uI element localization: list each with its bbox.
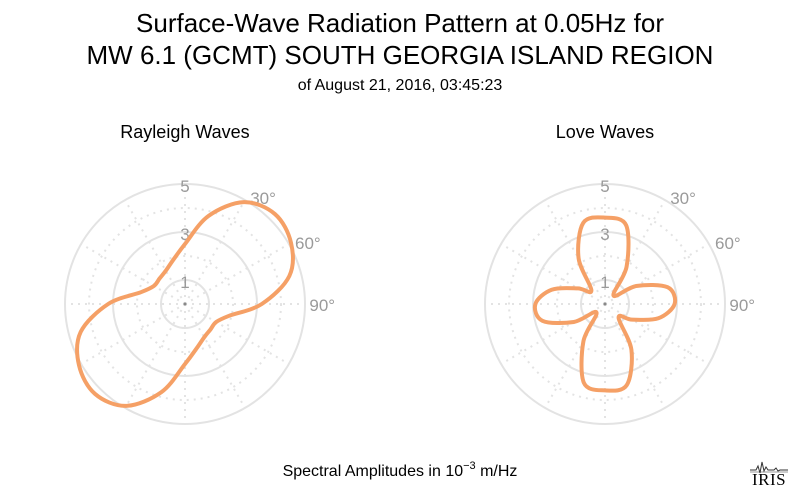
grid-spoke	[184, 199, 246, 305]
theta-tick-label: 60°	[715, 234, 741, 253]
grid-spoke	[124, 199, 186, 305]
theta-tick-label: 60°	[295, 234, 321, 253]
r-tick-label: 5	[180, 177, 189, 196]
grid-ring-minor	[136, 255, 234, 353]
r-tick-label: 1	[600, 273, 609, 292]
center-point	[183, 302, 187, 306]
center-point	[603, 302, 607, 306]
seismogram-icon	[750, 461, 788, 474]
grid-spoke	[80, 303, 186, 365]
grid-spoke	[604, 303, 666, 409]
grid-ring-minor	[508, 207, 702, 401]
r-tick-label: 1	[180, 273, 189, 292]
panel-title: Love Waves	[556, 122, 654, 142]
r-tick-label: 5	[600, 177, 609, 196]
figure-title-line2: MW 6.1 (GCMT) SOUTH GEORGIA ISLAND REGIO…	[86, 40, 714, 70]
theta-tick-label: 90°	[309, 296, 335, 315]
polar-panel-1: Love Waves 1 3 5 30° 60° 90°	[484, 122, 755, 425]
theta-tick-label: 30°	[670, 189, 696, 208]
r-tick-label: 3	[600, 225, 609, 244]
grid-ring-minor	[88, 207, 282, 401]
grid-spoke	[604, 199, 666, 305]
panel-title: Rayleigh Waves	[120, 122, 249, 142]
figure-title-line1: Surface-Wave Radiation Pattern at 0.05Hz…	[136, 8, 664, 38]
grid-spoke	[184, 243, 290, 305]
figure-subtitle: of August 21, 2016, 03:45:23	[297, 77, 503, 94]
iris-logo: IRIS	[746, 456, 792, 490]
grid-spoke	[544, 199, 606, 305]
grid-ring-minor	[556, 255, 654, 353]
r-tick-label: 3	[180, 225, 189, 244]
amplitude-unit-caption: Spectral Amplitudes in 10−3 m/Hz	[0, 456, 800, 482]
grid-spoke	[500, 243, 606, 305]
caption-exponent: −3	[463, 460, 476, 472]
caption-prefix: Spectral Amplitudes in 10	[282, 463, 464, 480]
logo-text: IRIS	[751, 470, 787, 489]
caption-suffix: m/Hz	[475, 463, 518, 480]
grid-spoke	[184, 303, 290, 365]
grid-spoke	[604, 243, 710, 305]
grid-ring	[160, 279, 210, 329]
grid-spoke	[184, 303, 246, 409]
grid-spoke	[544, 303, 606, 409]
grid-spoke	[80, 243, 186, 305]
theta-tick-label: 90°	[729, 296, 755, 315]
grid-spoke	[604, 303, 710, 365]
grid-spoke	[124, 303, 186, 409]
grid-spoke	[500, 303, 606, 365]
grid-ring	[580, 279, 630, 329]
